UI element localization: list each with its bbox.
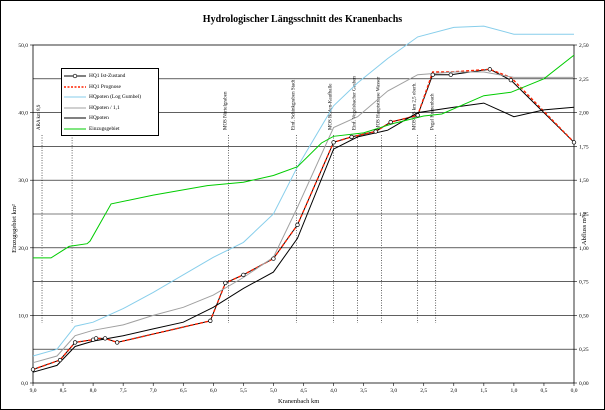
- chart-title: Hydrologischer Längsschnitt des Kranenba…: [202, 14, 403, 25]
- legend-label: HQ1 Prognose: [89, 83, 121, 90]
- x-tick-label: 1,0: [510, 388, 517, 394]
- legend-item: HQpoten (Log Gumbel): [64, 92, 156, 103]
- legend-item: HQpoten: [64, 113, 156, 124]
- annotation-label: MOS HS km 2,5 oberh.: [413, 82, 418, 130]
- x-tick-label: 8,0: [90, 388, 97, 394]
- y-right-tick-label: 1,25: [579, 212, 589, 218]
- x-tick-label: 5,5: [240, 388, 247, 394]
- data-point: [415, 113, 420, 118]
- data-point: [241, 272, 246, 277]
- y-left-tick-label: 20,0: [18, 246, 28, 252]
- annotation-label: Einf. Schinkgraben Stadt: [291, 79, 296, 130]
- data-point: [331, 140, 336, 145]
- x-tick-label: 4,0: [330, 388, 337, 394]
- x-tick-label: 5,0: [270, 388, 277, 394]
- data-point: [30, 367, 36, 372]
- y-right-tick-label: 2,50: [579, 43, 589, 49]
- legend-swatch: [64, 96, 86, 98]
- data-point: [93, 336, 99, 341]
- series-line: [32, 25, 574, 357]
- legend-item: HQ1 Ist-Zustand: [64, 71, 156, 82]
- y-right-tick-label: 1,00: [579, 246, 589, 252]
- legend: HQ1 Ist-Zustand HQ1 Prognose HQpoten (Lo…: [61, 68, 159, 136]
- annotation-label: MOS Nürtelgraben: [223, 91, 228, 130]
- x-tick-label: 6,0: [210, 388, 217, 394]
- x-tick-label: 1,5: [480, 388, 487, 394]
- x-tick-label: 3,0: [390, 388, 397, 394]
- series-line: [32, 102, 575, 373]
- data-point: [430, 72, 435, 77]
- legend-label: HQpoten: [89, 115, 109, 122]
- y-left-tick-label: 50,0: [18, 43, 28, 49]
- x-tick-label: 0,0: [571, 388, 578, 394]
- legend-swatch: [64, 74, 86, 79]
- x-tick-label: 7,5: [120, 388, 127, 394]
- data-point: [388, 119, 393, 125]
- data-point: [448, 72, 453, 77]
- x-tick-label: 2,5: [420, 388, 427, 394]
- legend-item: Einzugsgebiet: [64, 124, 156, 135]
- y-right-tick-label: 0,50: [579, 313, 589, 319]
- legend-label: HQpoten / 1,1: [89, 104, 120, 111]
- x-axis-title: Kranenbach km: [278, 398, 320, 405]
- x-tick-label: 8,5: [60, 388, 67, 394]
- legend-label: Einzugsgebiet: [89, 125, 120, 132]
- data-point: [223, 280, 228, 286]
- annotation-label: Einf. Vogelsbacher Graben: [353, 76, 358, 130]
- y-left-axis-title: Einzugsgebiet km²: [10, 204, 18, 253]
- legend-label: HQ1 Ist-Zustand: [89, 73, 126, 80]
- x-tick-label: 0,5: [541, 388, 548, 394]
- y-right-tick-label: 1,50: [579, 178, 589, 184]
- data-point: [487, 67, 492, 72]
- series-line: [33, 54, 575, 259]
- y-left-tick-label: 40,0: [18, 111, 28, 117]
- data-point: [571, 140, 577, 145]
- data-point: [349, 134, 354, 140]
- data-point: [102, 336, 108, 341]
- data-point: [57, 357, 63, 363]
- x-tick-label: 6,5: [180, 388, 187, 394]
- y-right-tick-label: 0,25: [579, 347, 589, 353]
- x-tick-label: 7,0: [150, 388, 157, 394]
- legend-swatch: [64, 107, 86, 109]
- legend-swatch: [64, 128, 86, 130]
- y-right-tick-label: 1,75: [579, 144, 589, 150]
- x-tick-label: 9,0: [30, 388, 37, 394]
- legend-item: HQ1 Prognose: [64, 82, 156, 93]
- annotation-label: ARA km 8,9: [37, 104, 42, 130]
- legend-swatch: [64, 86, 86, 88]
- data-point: [508, 78, 514, 83]
- y-left-tick-label: 30,0: [18, 178, 28, 184]
- legend-item: HQpoten / 1,1: [64, 103, 156, 114]
- legend-swatch: [64, 117, 86, 119]
- y-left-tick-label: 0,0: [21, 381, 28, 387]
- x-tick-label: 2,0: [450, 388, 457, 394]
- y-right-tick-label: 0,75: [579, 280, 589, 286]
- data-point: [208, 318, 213, 323]
- annotation-label: MOS Hauptstrasse Wasser: [377, 77, 382, 130]
- data-point: [72, 340, 78, 345]
- y-right-tick-label: 2,00: [579, 111, 589, 117]
- annotation-label: Pegel Kranenbach: [431, 93, 436, 130]
- y-right-axis-title: Abfluss m³/s: [581, 211, 589, 246]
- x-tick-label: 3,5: [360, 388, 367, 394]
- y-right-tick-label: 0,00: [579, 381, 589, 387]
- series-line: [32, 71, 574, 364]
- data-point: [295, 222, 300, 227]
- y-right-tick-label: 2,25: [579, 77, 589, 83]
- legend-label: HQpoten (Log Gumbel): [89, 94, 142, 101]
- data-point: [271, 256, 276, 261]
- y-left-tick-label: 10,0: [18, 313, 28, 319]
- annotation-label: MOS Roden-Kaufhalle: [329, 83, 334, 130]
- data-point: [373, 129, 378, 134]
- data-point: [115, 340, 120, 345]
- x-tick-label: 4,5: [300, 388, 307, 394]
